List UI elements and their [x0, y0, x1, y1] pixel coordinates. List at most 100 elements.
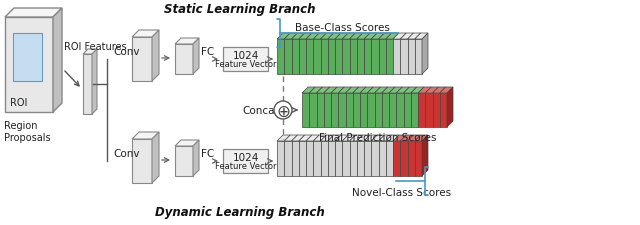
Polygon shape	[299, 40, 306, 75]
Polygon shape	[425, 94, 433, 127]
Polygon shape	[353, 94, 360, 127]
Polygon shape	[132, 132, 159, 139]
Polygon shape	[378, 34, 392, 40]
Polygon shape	[321, 40, 328, 75]
Circle shape	[274, 101, 292, 119]
Polygon shape	[324, 88, 337, 94]
Polygon shape	[321, 34, 333, 40]
Text: ⊕: ⊕	[276, 103, 290, 120]
Polygon shape	[317, 88, 330, 94]
Polygon shape	[393, 141, 400, 176]
FancyBboxPatch shape	[223, 48, 268, 72]
Polygon shape	[309, 88, 323, 94]
Polygon shape	[53, 9, 62, 112]
Polygon shape	[331, 88, 344, 94]
Polygon shape	[5, 9, 62, 18]
Text: Conv: Conv	[113, 47, 140, 57]
Polygon shape	[339, 88, 351, 94]
Polygon shape	[386, 40, 393, 75]
Text: ROI Features: ROI Features	[64, 42, 126, 52]
Polygon shape	[411, 94, 418, 127]
Polygon shape	[422, 34, 428, 75]
Polygon shape	[313, 40, 321, 75]
Text: Final Prediction Scores: Final Prediction Scores	[319, 132, 436, 142]
Polygon shape	[306, 141, 313, 176]
Polygon shape	[440, 94, 447, 127]
Polygon shape	[349, 135, 363, 141]
Polygon shape	[411, 88, 424, 94]
Polygon shape	[371, 135, 385, 141]
Text: Base-Class Scores: Base-Class Scores	[295, 23, 390, 33]
Polygon shape	[284, 40, 291, 75]
Polygon shape	[306, 135, 319, 141]
Polygon shape	[284, 141, 291, 176]
Polygon shape	[317, 94, 324, 127]
Polygon shape	[328, 135, 341, 141]
Polygon shape	[400, 135, 413, 141]
Polygon shape	[5, 18, 53, 112]
Polygon shape	[349, 34, 363, 40]
Polygon shape	[440, 88, 453, 94]
Polygon shape	[328, 40, 335, 75]
Polygon shape	[356, 34, 370, 40]
Polygon shape	[408, 40, 415, 75]
Text: Feature Vector: Feature Vector	[215, 60, 276, 69]
Text: Feature Vector: Feature Vector	[215, 162, 276, 171]
Polygon shape	[418, 88, 431, 94]
Polygon shape	[92, 50, 97, 115]
Polygon shape	[400, 34, 413, 40]
Text: 1024: 1024	[232, 152, 259, 162]
Polygon shape	[175, 45, 193, 75]
Polygon shape	[367, 94, 374, 127]
Polygon shape	[331, 94, 339, 127]
Text: Concat: Concat	[243, 106, 279, 115]
Polygon shape	[339, 94, 346, 127]
Polygon shape	[367, 88, 381, 94]
Polygon shape	[371, 40, 378, 75]
Polygon shape	[328, 34, 341, 40]
Polygon shape	[306, 40, 313, 75]
Polygon shape	[403, 94, 411, 127]
Polygon shape	[291, 141, 299, 176]
Polygon shape	[306, 34, 319, 40]
Polygon shape	[175, 39, 199, 45]
Text: FC: FC	[201, 47, 214, 57]
Polygon shape	[132, 139, 152, 183]
Polygon shape	[356, 135, 370, 141]
Polygon shape	[83, 50, 97, 55]
Polygon shape	[328, 141, 335, 176]
Polygon shape	[415, 135, 428, 141]
Polygon shape	[313, 135, 326, 141]
Polygon shape	[396, 88, 410, 94]
Polygon shape	[400, 141, 408, 176]
Polygon shape	[291, 40, 299, 75]
Polygon shape	[284, 34, 298, 40]
Polygon shape	[381, 94, 389, 127]
Polygon shape	[433, 88, 445, 94]
Polygon shape	[302, 88, 316, 94]
Polygon shape	[342, 34, 355, 40]
Polygon shape	[360, 88, 373, 94]
Polygon shape	[364, 34, 377, 40]
Polygon shape	[309, 94, 317, 127]
Polygon shape	[291, 34, 305, 40]
Polygon shape	[324, 94, 331, 127]
Polygon shape	[349, 141, 356, 176]
Polygon shape	[364, 135, 377, 141]
Polygon shape	[386, 135, 399, 141]
Polygon shape	[193, 140, 199, 176]
Polygon shape	[447, 88, 453, 127]
Polygon shape	[364, 141, 371, 176]
Polygon shape	[408, 141, 415, 176]
Polygon shape	[346, 88, 359, 94]
Polygon shape	[353, 88, 366, 94]
Polygon shape	[378, 135, 392, 141]
Polygon shape	[335, 34, 348, 40]
Polygon shape	[393, 40, 400, 75]
Polygon shape	[321, 141, 328, 176]
Polygon shape	[371, 34, 385, 40]
Polygon shape	[321, 135, 333, 141]
Polygon shape	[360, 94, 367, 127]
Polygon shape	[356, 141, 364, 176]
Text: ROI: ROI	[10, 98, 28, 108]
